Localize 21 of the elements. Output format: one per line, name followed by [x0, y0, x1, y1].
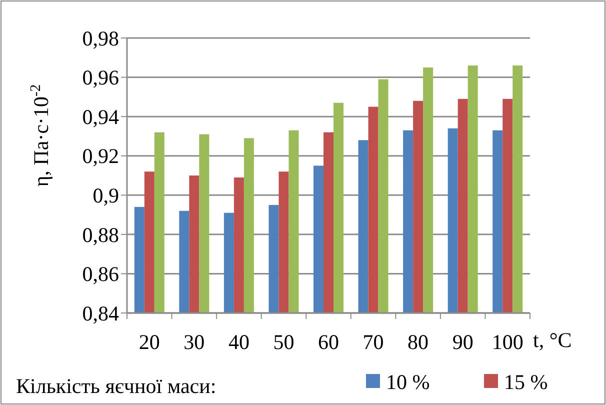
- legend-label: 10 %: [386, 370, 430, 394]
- y-tick-label: 0,86: [82, 262, 119, 286]
- x-axis-title: t, °C: [533, 328, 572, 352]
- y-tick-label: 0,88: [82, 222, 119, 247]
- x-tick-label: 60: [318, 330, 339, 354]
- y-tick-label: 0,84: [82, 301, 120, 326]
- x-tick-label: 40: [228, 330, 250, 354]
- legend-title: Кількість яєчної маси:: [16, 374, 216, 398]
- y-tick-label: 0,98: [82, 26, 119, 50]
- x-tick-label: 30: [184, 330, 205, 354]
- legend-label: 15 %: [504, 370, 548, 394]
- x-tick-label: 100: [492, 330, 524, 354]
- y-tick-label: 0,96: [82, 66, 119, 90]
- x-tick-label: 80: [408, 330, 429, 354]
- y-tick-label: 0,94: [82, 104, 120, 129]
- y-tick-label: 0,9: [92, 183, 119, 208]
- x-tick-label: 50: [273, 330, 294, 354]
- x-tick-label: 90: [452, 330, 474, 354]
- x-tick-label: 20: [138, 330, 160, 354]
- y-tick-label: 0,92: [82, 144, 119, 168]
- x-tick-label: 70: [362, 330, 384, 354]
